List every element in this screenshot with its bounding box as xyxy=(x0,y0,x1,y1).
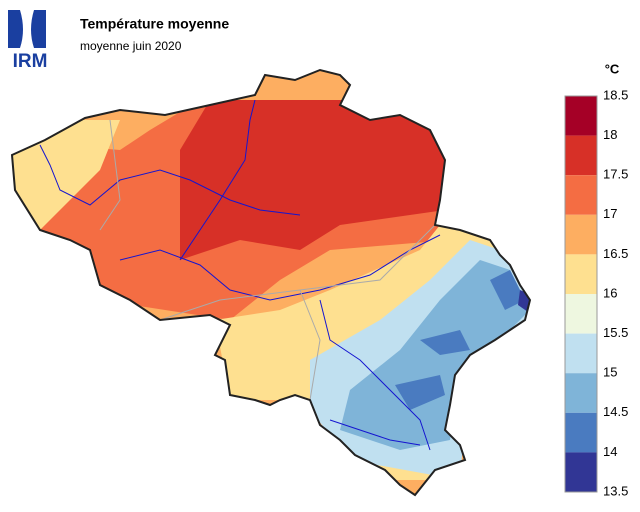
legend-tick-label: 18.5 xyxy=(603,87,628,102)
logo-text: IRM xyxy=(13,51,48,72)
legend-swatch xyxy=(565,254,597,294)
legend-swatch xyxy=(565,214,597,255)
legend-swatch xyxy=(565,452,597,492)
rivers xyxy=(39,99,441,451)
legend-tick-label: 16.5 xyxy=(603,246,628,261)
legend-tick-label: 15.5 xyxy=(603,325,628,340)
legend-swatch xyxy=(565,373,597,413)
legend-tick-label: 13.5 xyxy=(603,483,628,498)
legend-frame xyxy=(564,95,598,493)
legend-tick-label: 17.5 xyxy=(603,167,628,182)
legend: 18.5 18 17.5 17 16.5 16 15.5 15 14.5 14 13.5 xyxy=(564,87,628,498)
legend-tick-label: 18 xyxy=(603,127,617,142)
legend-tick-label: 16 xyxy=(603,285,617,300)
subtitle: moyenne juin 2020 xyxy=(80,39,182,53)
legend-tick-label: 14 xyxy=(603,444,617,459)
borders xyxy=(99,119,436,401)
temperature-map xyxy=(12,70,530,495)
legend-swatch xyxy=(565,135,597,176)
legend-swatch xyxy=(565,333,597,374)
legend-swatch xyxy=(565,412,597,453)
logo: IRM xyxy=(8,10,47,72)
legend-swatch xyxy=(565,294,597,334)
legend-tick-label: 17 xyxy=(603,206,617,221)
title: Température moyenne xyxy=(80,16,229,32)
legend-swatch xyxy=(565,175,597,215)
legend-swatch xyxy=(565,96,597,136)
legend-tick-label: 14.5 xyxy=(603,404,628,419)
legend-tick-label: 15 xyxy=(603,365,617,380)
unit: °C xyxy=(605,61,620,76)
